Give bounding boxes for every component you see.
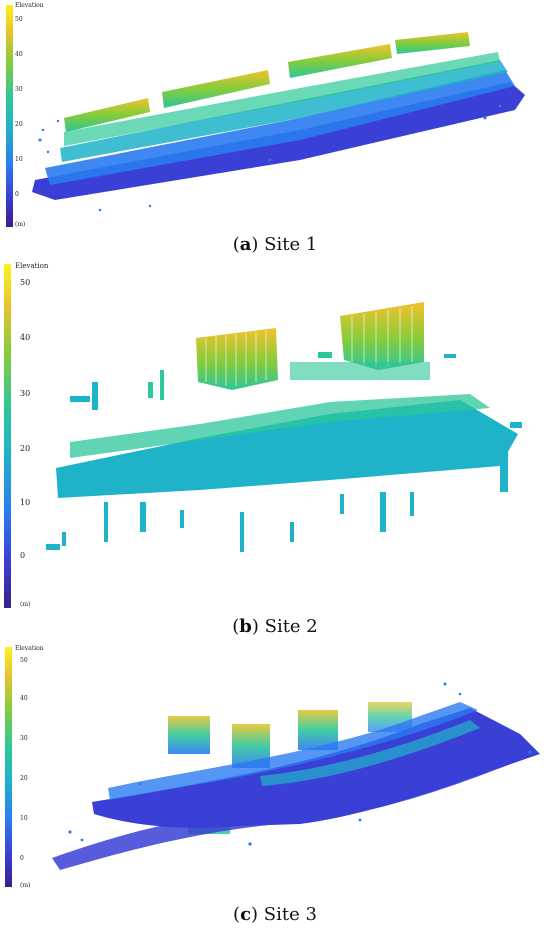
tick-10-site-1: 10 — [15, 156, 23, 163]
caption-text-site-2: Site 2 — [258, 616, 318, 637]
colorbar-site-3 — [5, 647, 12, 887]
tick-40-site-1: 40 — [15, 51, 23, 58]
caption-text-site-3: Site 3 — [258, 904, 317, 925]
tick-50-site-3: 50 — [20, 657, 28, 664]
tick-0-site-1: 0 — [15, 191, 19, 198]
colorbar-label-site-1: Elevation — [15, 2, 44, 9]
colorbar-label-site-2: Elevation — [15, 262, 49, 270]
point-cloud-site-2 — [46, 302, 522, 552]
caption-letter-site-3: c — [240, 904, 252, 925]
point-cloud-site-1 — [32, 32, 525, 212]
caption-site-1: (a) Site 1 — [232, 234, 318, 255]
tick-40-site-2: 40 — [20, 333, 31, 342]
tick-30-site-2: 30 — [20, 389, 31, 398]
tick-40-site-3: 40 — [20, 695, 28, 702]
panel-site-2: Elevation 50 40 30 20 10 0 (m) — [0, 262, 550, 642]
caption-site-2: (b) Site 2 — [232, 616, 318, 637]
colorbar-label-site-3: Elevation — [15, 645, 44, 652]
tick-0-site-3: 0 — [20, 855, 24, 862]
caption-text-site-1: Site 1 — [258, 234, 318, 255]
panel-site-1: Elevation 50 40 30 20 10 0 (m) — [0, 0, 550, 260]
tick-30-site-1: 30 — [15, 86, 23, 93]
colorbar-site-2 — [4, 264, 11, 608]
unit-label-site-3: (m) — [20, 882, 31, 889]
tick-50-site-2: 50 — [20, 278, 31, 287]
tick-10-site-3: 10 — [20, 815, 28, 822]
panel-site-3: Elevation 50 40 30 20 10 0 (m) — [0, 644, 550, 934]
unit-label-site-1: (m) — [15, 221, 26, 228]
unit-label-site-2: (m) — [20, 601, 31, 608]
tick-20-site-3: 20 — [20, 775, 28, 782]
tick-20-site-1: 20 — [15, 121, 23, 128]
colorbar-site-1 — [6, 5, 13, 227]
caption-letter-site-1: a — [239, 234, 252, 255]
tick-50-site-1: 50 — [15, 16, 23, 23]
tick-0-site-2: 0 — [20, 551, 26, 560]
tick-10-site-2: 10 — [20, 498, 31, 507]
caption-letter-site-2: b — [239, 616, 252, 637]
tick-20-site-2: 20 — [20, 444, 31, 453]
point-cloud-site-3 — [52, 682, 540, 870]
caption-site-3: (c) Site 3 — [233, 904, 317, 925]
tick-30-site-3: 30 — [20, 735, 28, 742]
